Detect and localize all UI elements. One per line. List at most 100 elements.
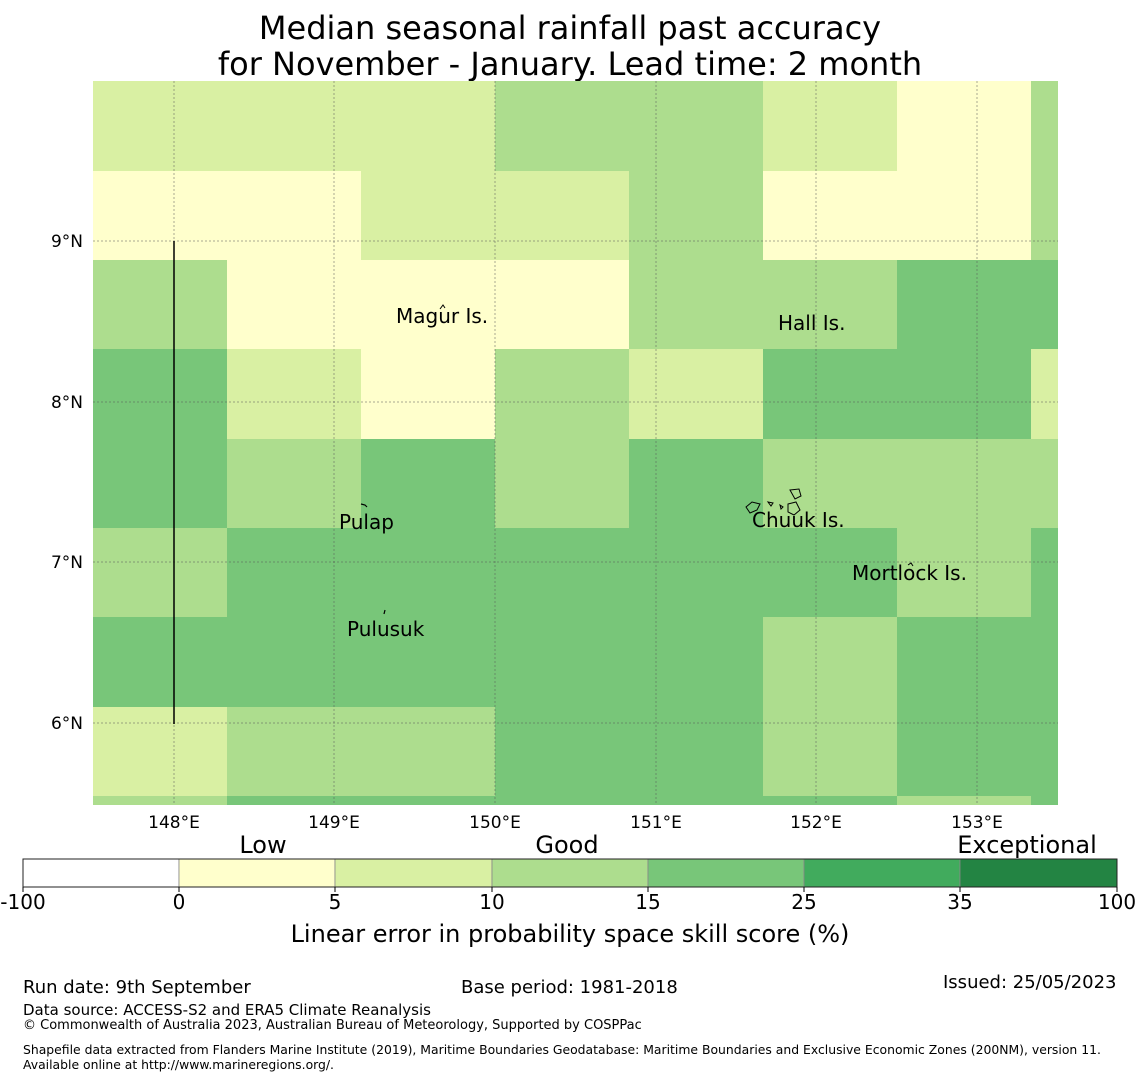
grid-cell <box>629 439 763 528</box>
grid-cell <box>763 439 897 528</box>
colorbar-tick-label: 35 <box>947 890 972 914</box>
grid-cell <box>1031 349 1058 439</box>
grid-cell <box>361 171 495 260</box>
grid-cell <box>897 528 1031 617</box>
place-label-hall: Hall Is. <box>778 311 845 335</box>
skill-grid <box>93 81 1058 805</box>
grid-cell <box>1031 707 1058 805</box>
grid-cell <box>361 349 495 439</box>
grid-cell <box>495 796 629 805</box>
grid-cell <box>495 439 629 528</box>
grid-cell <box>897 439 1031 528</box>
pulusuk-island-outline <box>383 609 386 615</box>
grid-cell <box>629 171 763 260</box>
colorbar-axis-label: Linear error in probability space skill … <box>291 920 850 948</box>
magur-island-outline <box>439 304 446 310</box>
grid-cell <box>227 171 361 260</box>
grid-cell <box>763 171 897 260</box>
place-label-magur: Magur Is. <box>396 304 488 328</box>
pulap-island-outline <box>360 503 368 508</box>
grid-cell <box>495 81 629 171</box>
base-period: Base period: 1981-2018 <box>461 977 678 998</box>
graticule <box>93 81 1058 805</box>
colorbar-tick-label: 5 <box>329 890 342 914</box>
grid-cell <box>361 81 495 171</box>
category-exceptional: Exceptional <box>957 831 1097 859</box>
grid-cell <box>93 528 227 617</box>
latitude-tick-label: 6°N <box>51 714 83 734</box>
grid-cell <box>227 796 361 805</box>
place-labels: Magur Is. Hall Is. Pulap Chuuk Is. Mortl… <box>339 304 967 641</box>
copyright: © Commonwealth of Australia 2023, Austra… <box>23 1018 642 1033</box>
grid-cell <box>763 260 897 349</box>
grid-cell <box>227 439 361 528</box>
grid-cell <box>1031 617 1058 707</box>
grid-cell <box>897 796 1031 805</box>
grid-cell <box>763 796 897 805</box>
colorbar-segment <box>22 858 180 888</box>
grid-cell <box>495 617 629 707</box>
grid-cell <box>93 81 227 171</box>
place-label-mortlock: Mortlock Is. <box>852 561 967 585</box>
colorbar-segment <box>647 858 805 888</box>
longitude-tick-label: 149°E <box>308 813 360 833</box>
grid-cell <box>897 81 1031 171</box>
grid-cell <box>897 707 1031 805</box>
colorbar-frame <box>22 858 1118 888</box>
grid-cell <box>629 349 763 439</box>
grid-cell <box>1031 528 1058 617</box>
colorbar-category-labels: Low Good Exceptional <box>239 831 1096 859</box>
colorbar-segment <box>334 858 493 888</box>
grid-cell <box>897 260 1031 349</box>
grid-cell <box>629 81 763 171</box>
colorbar <box>22 858 1118 888</box>
grid-cell <box>495 349 629 439</box>
longitude-tick-label: 153°E <box>951 813 1003 833</box>
colorbar-segment <box>803 858 961 888</box>
grid-cell <box>227 81 361 171</box>
latitude-ticks: 9°N 8°N 7°N 6°N <box>51 232 83 734</box>
grid-cell <box>1031 81 1058 171</box>
grid-cell <box>227 349 361 439</box>
colorbar-segment <box>178 858 336 888</box>
grid-cell <box>361 260 495 349</box>
grid-cell <box>763 707 897 805</box>
colorbar-tick-label: -100 <box>0 890 45 914</box>
grid-cell <box>629 707 763 805</box>
grid-cell <box>629 260 763 349</box>
colorbar-tick-label: 100 <box>1098 890 1136 914</box>
grid-cell <box>897 171 1031 260</box>
map-and-colorbar: Magur Is. Hall Is. Pulap Chuuk Is. Mortl… <box>0 81 1136 948</box>
place-label-pulusuk: Pulusuk <box>347 617 425 641</box>
colorbar-tick-label: 0 <box>173 890 186 914</box>
grid-cell <box>93 260 227 349</box>
grid-cell <box>897 349 1031 439</box>
category-low: Low <box>239 831 286 859</box>
longitude-tick-label: 152°E <box>790 813 842 833</box>
colorbar-tick-label: 25 <box>791 890 816 914</box>
chuuk-reef-outline <box>745 488 802 516</box>
grid-cell <box>763 528 897 617</box>
grid-cell <box>897 617 1031 707</box>
data-source: Data source: ACCESS-S2 and ERA5 Climate … <box>23 1001 431 1019</box>
grid-cell <box>361 707 495 805</box>
grid-cell <box>495 171 629 260</box>
grid-cell <box>763 81 897 171</box>
grid-cell <box>1031 796 1058 805</box>
colorbar-tick-label: 15 <box>635 890 660 914</box>
issued-date: Issued: 25/05/2023 <box>943 972 1117 993</box>
longitude-ticks: 148°E 149°E 150°E 151°E 152°E 153°E <box>148 813 1003 833</box>
colorbar-tick-label: 10 <box>479 890 504 914</box>
latitude-tick-label: 8°N <box>51 393 83 413</box>
colorbar-ticks: -100 0 5 10 15 25 35 100 <box>0 887 1136 914</box>
island-outlines <box>360 304 914 615</box>
grid-cell <box>1031 171 1058 260</box>
colorbar-segment <box>959 858 1118 888</box>
grid-cell <box>629 617 763 707</box>
shapefile-credit: Shapefile data extracted from Flanders M… <box>23 1042 1101 1072</box>
map-title-line-2: for November - January. Lead time: 2 mon… <box>217 45 923 83</box>
grid-cell <box>93 171 227 260</box>
run-date: Run date: 9th September <box>23 977 251 998</box>
map-title-line-1: Median seasonal rainfall past accuracy <box>258 9 882 47</box>
grid-cell <box>227 260 361 349</box>
